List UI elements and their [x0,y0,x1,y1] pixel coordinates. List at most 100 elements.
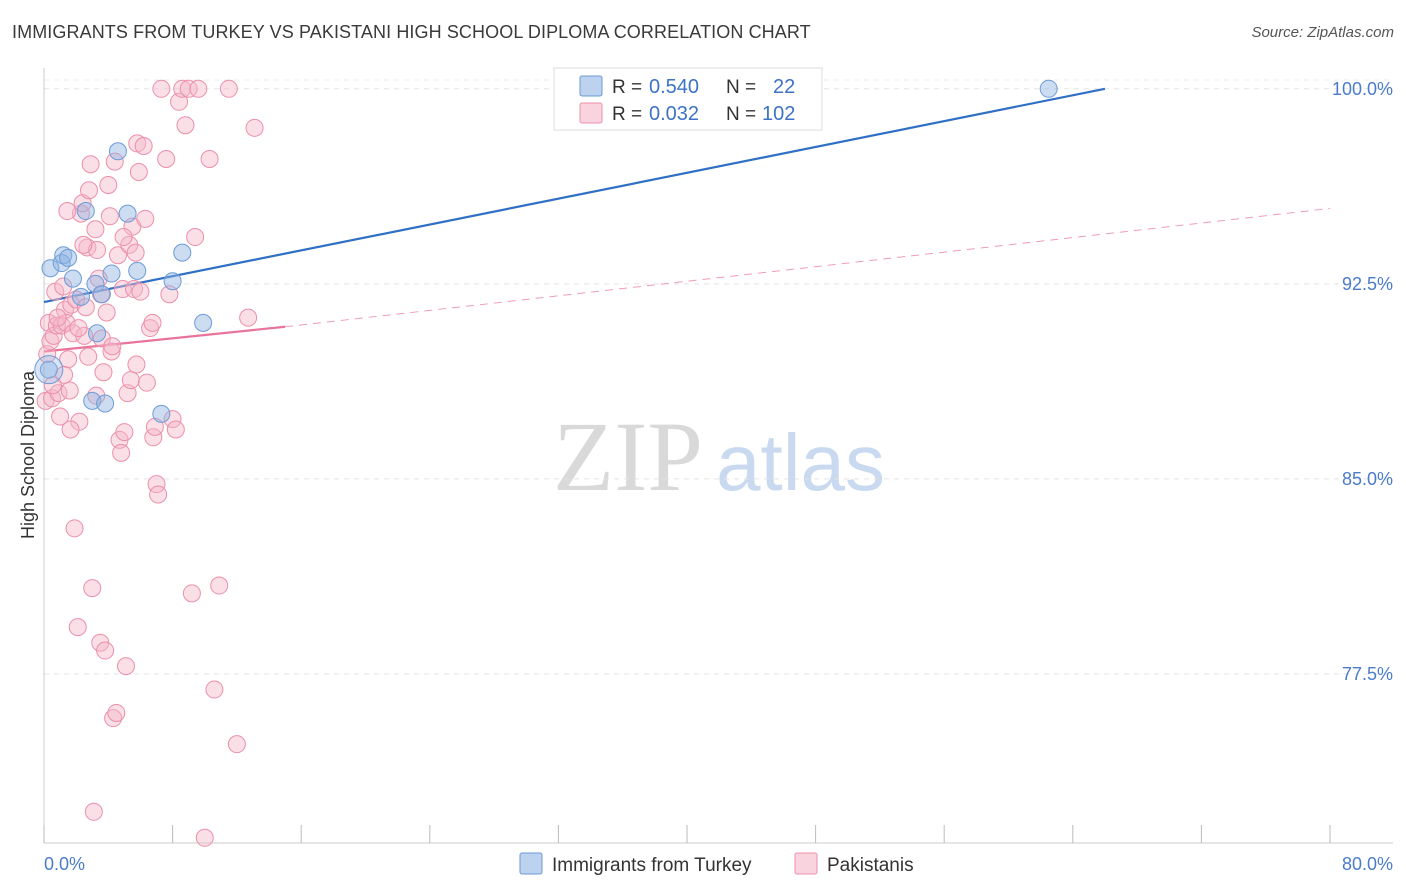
point-pakistanis-53 [121,371,140,390]
y-tick-labels: 100.0% 92.5% 85.0% 77.5% [1332,79,1393,684]
legend-r-label-turkey: R = [612,77,642,98]
point-pakistanis-71 [166,420,185,439]
point-pakistanis-18 [65,519,84,538]
point-turkey-16 [128,261,147,280]
chart-source: Source: ZipAtlas.com [1251,24,1394,41]
trend-line-0 [43,87,1106,304]
point-pakistanis-66 [149,485,168,504]
point-pakistanis-91 [114,228,133,247]
point-pakistanis-73 [173,79,192,98]
axes [43,68,1393,844]
point-pakistanis-25 [76,298,95,317]
point-pakistanis-45 [108,246,127,265]
point-turkey-17 [152,404,171,423]
watermark-atlas: atlas [716,418,885,507]
point-pakistanis-101 [143,313,162,332]
point-pakistanis-50 [116,657,135,676]
series-legend: Immigrants from Turkey Pakistanis [519,852,914,876]
point-pakistanis-75 [179,79,198,98]
point-turkey-13 [102,264,121,283]
point-pakistanis-39 [99,176,118,195]
point-pakistanis-79 [195,828,214,847]
point-pakistanis-80 [200,150,219,169]
legend-n-label-pakistanis: N = [726,104,756,125]
point-pakistanis-86 [245,118,264,137]
x-tick-label-1: 80.0% [1342,854,1393,874]
trend-lines [43,87,1331,353]
point-pakistanis-13 [57,313,76,332]
point-pakistanis-19 [67,290,86,309]
point-pakistanis-100 [127,355,146,374]
point-pakistanis-20 [68,618,87,637]
point-pakistanis-37 [96,641,115,660]
point-pakistanis-27 [80,181,99,200]
point-pakistanis-44 [107,703,126,722]
watermark-zip: ZIP [553,401,703,512]
y-tick-label-2: 85.0% [1342,469,1393,489]
legend-swatch-turkey [579,75,603,97]
point-turkey-15 [118,204,137,223]
point-pakistanis-41 [102,342,121,361]
point-pakistanis-97 [79,347,98,366]
point-pakistanis-40 [100,207,119,226]
series-legend-swatch-turkey [519,852,543,875]
x-tick-labels: 0.0% 80.0% [44,854,1393,874]
legend-n-label-turkey: N = [726,77,756,98]
point-pakistanis-47 [112,443,131,462]
point-pakistanis-96 [61,420,80,439]
point-pakistanis-70 [163,410,182,429]
point-turkey-9 [86,274,105,293]
y-tick-label-3: 77.5% [1342,664,1393,684]
point-turkey-12 [96,394,115,413]
trend-line-extension-1 [285,207,1331,328]
point-pakistanis-67 [152,79,171,98]
point-pakistanis-82 [210,576,229,595]
point-pakistanis-85 [239,308,258,327]
point-pakistanis-68 [157,150,176,169]
legend-n-value-turkey: 22 [773,76,795,98]
y-tick-label-0: 100.0% [1332,79,1393,99]
point-pakistanis-88 [48,308,67,327]
correlation-legend: R = 0.540 N = 22 R = 0.032 N = 102 [553,67,823,131]
point-pakistanis-31 [86,220,105,239]
point-pakistanis-93 [58,202,77,221]
point-pakistanis-61 [137,373,156,392]
point-pakistanis-94 [74,235,93,254]
point-pakistanis-3 [41,332,60,351]
point-turkey-10 [88,324,107,343]
point-pakistanis-17 [63,324,82,343]
point-pakistanis-83 [219,79,238,98]
series-legend-swatch-pakistanis [794,852,818,875]
point-turkey-3 [54,246,73,265]
point-turkey-7 [76,202,95,221]
point-pakistanis-29 [83,579,102,598]
point-pakistanis-59 [131,282,150,301]
point-pakistanis-84 [227,735,246,754]
point-pakistanis-76 [182,584,201,603]
point-pakistanis-15 [60,381,79,400]
point-pakistanis-89 [69,319,88,338]
legend-swatch-pakistanis [579,102,603,124]
point-turkey-19 [173,243,192,262]
legend-r-value-pakistanis: 0.032 [649,103,699,125]
point-turkey-0 [39,360,58,379]
legend-n-value-pakistanis: 102 [762,103,795,125]
point-turkey-5 [63,269,82,288]
point-pakistanis-30 [84,802,103,821]
point-turkey-11 [92,285,111,304]
point-turkey-18 [163,272,182,291]
point-pakistanis-58 [129,163,148,182]
point-pakistanis-99 [103,337,122,356]
y-axis-label: High School Diploma [18,370,38,539]
point-pakistanis-64 [145,417,164,436]
point-pakistanis-9 [51,407,70,426]
data-points [34,79,1058,847]
chart-title: IMMIGRANTS FROM TURKEY VS PAKISTANI HIGH… [12,22,811,42]
y-tick-label-1: 92.5% [1342,274,1393,294]
point-pakistanis-42 [104,709,123,728]
gridlines [44,79,1390,675]
point-pakistanis-43 [105,152,124,171]
point-turkey-4 [59,248,78,267]
point-pakistanis-77 [186,228,205,247]
